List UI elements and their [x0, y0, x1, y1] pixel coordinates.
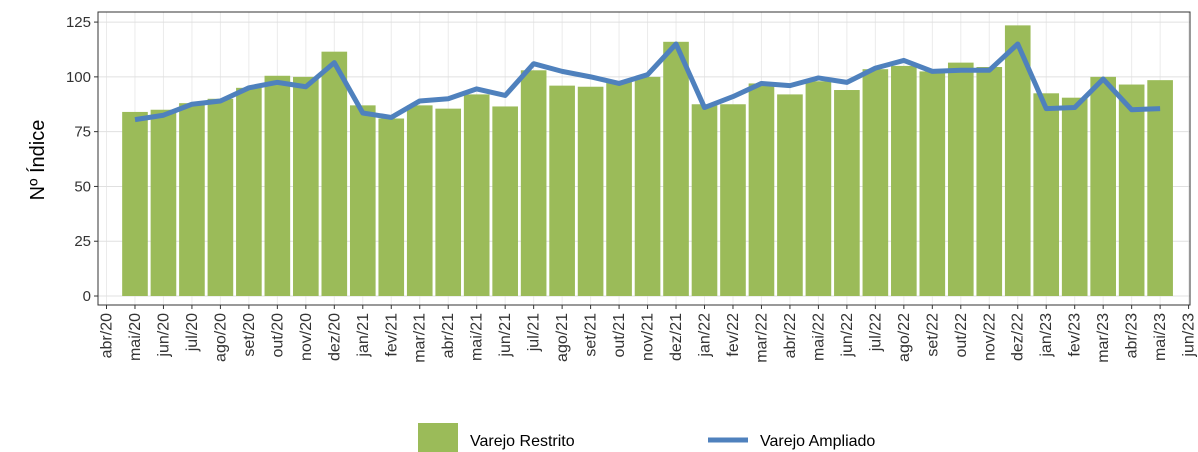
x-tick-label: dez/21 [668, 313, 685, 361]
legend-swatch [418, 423, 458, 452]
bar [634, 76, 661, 297]
bar [549, 85, 575, 297]
bar [492, 106, 518, 297]
bar [748, 83, 775, 297]
bar [179, 103, 205, 297]
x-tick-label: jul/21 [526, 313, 543, 352]
y-axis-label: Nº Índice [26, 120, 49, 201]
x-tick-label: jan/21 [355, 313, 372, 358]
x-tick-label: jan/23 [1038, 313, 1055, 358]
bar [435, 108, 462, 297]
bar [805, 81, 832, 297]
x-tick-label: set/20 [241, 313, 258, 357]
bar [1061, 97, 1088, 297]
y-tick-label: 100 [66, 69, 91, 86]
bar [1004, 25, 1031, 297]
bar [520, 70, 547, 297]
bar [150, 109, 177, 297]
bar [463, 94, 490, 297]
bar [1118, 84, 1145, 297]
x-tick-label: abr/23 [1124, 313, 1141, 358]
x-tick-label: nov/22 [981, 313, 998, 361]
x-tick-label: out/22 [953, 313, 970, 358]
x-tick-label: jun/23 [1181, 313, 1198, 358]
x-tick-label: abr/22 [782, 313, 799, 358]
bar [378, 118, 405, 297]
bar [606, 81, 632, 297]
x-tick-label: jan/22 [697, 313, 714, 358]
bar [691, 104, 718, 297]
bar [777, 94, 803, 297]
bar [947, 62, 974, 297]
x-tick-label: mai/22 [810, 313, 827, 361]
x-tick-label: abr/20 [99, 313, 116, 358]
y-tick-label: 0 [83, 288, 91, 305]
bar [293, 76, 319, 297]
x-tick-label: dez/22 [1010, 313, 1027, 361]
x-tick-label: fev/22 [725, 313, 742, 357]
x-tick-label: mai/20 [127, 313, 144, 361]
bar [1033, 93, 1060, 297]
y-tick-label: 75 [74, 124, 91, 141]
x-tick-label: jul/22 [867, 313, 884, 352]
x-tick-label: jun/21 [497, 313, 514, 358]
x-tick-label: mai/21 [469, 313, 486, 361]
plot-border [97, 11, 1191, 306]
bar [321, 51, 348, 297]
x-tick-label: mar/23 [1095, 313, 1112, 363]
bar [122, 111, 148, 297]
x-tick-label: nov/20 [298, 313, 315, 361]
bar [236, 87, 262, 297]
x-tick-label: ago/20 [212, 313, 229, 362]
y-tick-label: 25 [74, 233, 91, 250]
x-tick-label: jun/20 [155, 313, 172, 358]
x-tick-label: set/21 [583, 313, 600, 357]
y-tick-label: 50 [74, 178, 91, 195]
x-tick-label: jun/22 [839, 313, 856, 358]
x-tick-label: fev/23 [1067, 313, 1084, 357]
x-tick-label: dez/20 [326, 313, 343, 361]
bar [720, 104, 746, 297]
x-tick-label: out/21 [611, 313, 628, 358]
x-tick-label: nov/21 [640, 313, 657, 361]
bar [919, 71, 946, 297]
bar [264, 75, 291, 297]
bar [891, 65, 917, 297]
legend-label: Varejo Ampliado [760, 433, 875, 450]
legend-label: Varejo Restrito [470, 433, 575, 450]
x-tick-label: mar/21 [412, 313, 429, 363]
line [134, 41, 1161, 123]
bar [1090, 76, 1116, 297]
y-tick-label: 125 [66, 14, 91, 31]
bar [663, 41, 689, 297]
x-tick-label: abr/21 [440, 313, 457, 358]
x-tick-label: ago/21 [554, 313, 571, 362]
bar [976, 67, 1003, 297]
bar [577, 86, 604, 297]
bar [1147, 80, 1173, 297]
x-tick-label: jul/20 [184, 313, 201, 352]
x-tick-label: mai/23 [1152, 313, 1169, 361]
x-tick-label: fev/21 [383, 313, 400, 357]
x-tick-label: ago/22 [896, 313, 913, 362]
bar [862, 69, 889, 297]
x-tick-label: out/20 [269, 313, 286, 358]
bar [349, 105, 376, 297]
x-tick-label: mar/22 [753, 313, 770, 363]
x-tick-label: set/22 [924, 313, 941, 357]
bar [207, 98, 234, 297]
bar [406, 105, 433, 297]
bar [834, 90, 860, 297]
